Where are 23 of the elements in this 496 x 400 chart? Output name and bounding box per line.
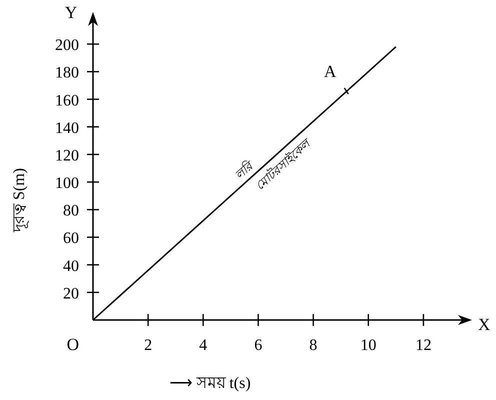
y-axis-title: দূরত্ব S(m) xyxy=(11,168,29,233)
y-tick-label: 160 xyxy=(55,92,79,110)
annotation: A xyxy=(324,62,338,81)
text: O xyxy=(66,335,79,354)
x-tick-label: 6 xyxy=(254,337,262,354)
x-tick-label: 4 xyxy=(199,337,208,354)
y-tick-label: 20 xyxy=(63,285,79,302)
text: Y xyxy=(64,3,78,22)
y-tick-label: 180 xyxy=(55,64,79,82)
x-tick-label: 8 xyxy=(309,337,318,354)
y-tick-label: 60 xyxy=(63,230,79,248)
x-tick-label: 10 xyxy=(360,337,376,354)
annotation: লরি xyxy=(231,156,258,182)
text: X xyxy=(478,315,490,334)
y-tick-label: 40 xyxy=(63,258,79,275)
y-tick-label: 120 xyxy=(55,147,79,164)
x-tick-label: 2 xyxy=(144,337,152,354)
y-tick-label: 100 xyxy=(55,175,79,192)
x-axis-title: ⟶ সময় t(s) xyxy=(169,375,251,392)
y-tick-label: 140 xyxy=(55,120,79,137)
y-tick-label: 80 xyxy=(63,202,79,220)
y-tick-label: 200 xyxy=(55,37,79,54)
x-tick-label: 12 xyxy=(415,337,432,354)
